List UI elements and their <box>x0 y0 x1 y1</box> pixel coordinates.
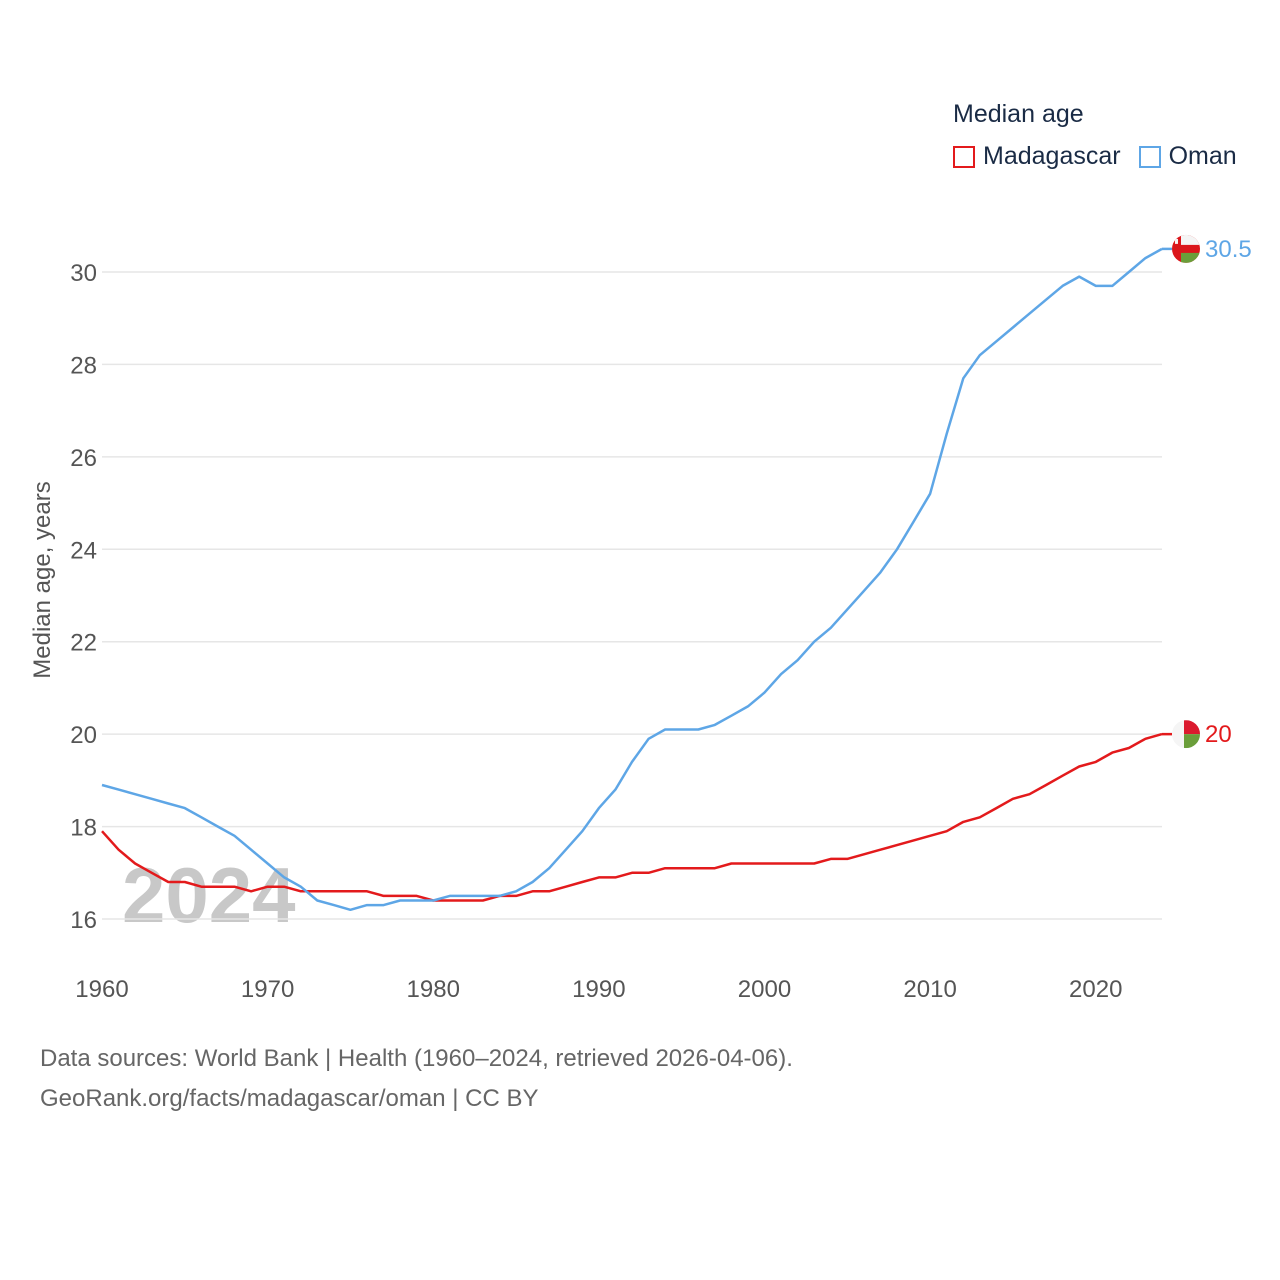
x-tick-label-1990: 1990 <box>572 976 625 1003</box>
attribution-link[interactable]: GeoRank.org/facts/madagascar/oman | CC B… <box>40 1085 539 1112</box>
x-tick-label-1970: 1970 <box>241 976 294 1003</box>
legend-title: Median age <box>953 100 1084 128</box>
y-tick-label-24: 24 <box>70 537 97 564</box>
end-markers: 20 30.5 <box>1162 234 1252 749</box>
x-tick-label-2000: 2000 <box>738 976 791 1003</box>
y-tick-label-26: 26 <box>70 445 97 472</box>
y-tick-label-20: 20 <box>70 722 97 749</box>
y-tick-label-16: 16 <box>70 907 97 934</box>
end-label-oman: 30.5 <box>1205 236 1252 263</box>
y-tick-label-18: 18 <box>70 815 97 842</box>
y-tick-label-22: 22 <box>70 630 97 657</box>
legend: Madagascar Oman <box>953 142 1255 171</box>
y-axis-label: Median age, years <box>29 481 56 678</box>
x-tick-label-1980: 1980 <box>407 976 460 1003</box>
y-tick-label-30: 30 <box>70 260 97 287</box>
legend-swatch-oman <box>1138 145 1161 168</box>
series-line-oman <box>101 247 1163 912</box>
x-tick-label-2010: 2010 <box>903 976 956 1003</box>
legend-label-oman: Oman <box>1168 142 1237 170</box>
oman-flag-icon <box>1172 234 1200 263</box>
series-lines <box>101 247 1163 912</box>
legend-item-oman[interactable]: Oman <box>1138 142 1237 171</box>
legend-item-madagascar[interactable]: Madagascar <box>953 142 1121 171</box>
y-tick-labels: 16 18 20 22 24 26 28 30 <box>70 260 97 934</box>
series-line-madagascar <box>101 732 1163 902</box>
source-line: Data sources: World Bank | Health (1960–… <box>40 1045 793 1072</box>
x-tick-labels: 1960 1970 1980 1990 2000 2010 2020 <box>75 976 1122 1003</box>
madagascar-flag-icon <box>1172 720 1200 749</box>
end-label-madagascar: 20 <box>1205 721 1232 748</box>
legend-label-madagascar: Madagascar <box>983 142 1121 170</box>
year-watermark: 2024 <box>122 851 296 939</box>
x-tick-label-2020: 2020 <box>1069 976 1122 1003</box>
legend-swatch-madagascar <box>953 145 975 168</box>
x-tick-label-1960: 1960 <box>75 976 128 1003</box>
y-tick-label-28: 28 <box>70 352 97 379</box>
grid-lines <box>102 271 1162 920</box>
